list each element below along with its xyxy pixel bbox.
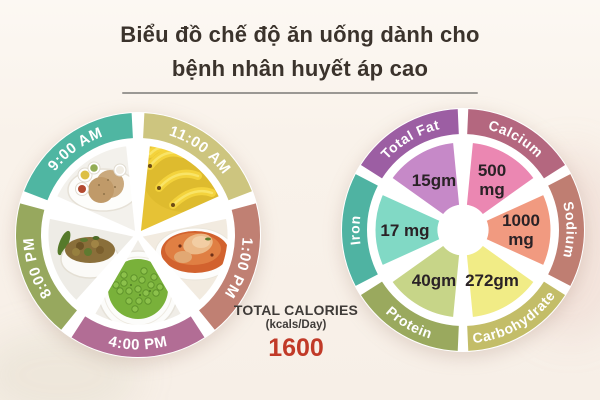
- nutrient-wheel-value-calcium: 500: [478, 161, 506, 180]
- nutrient-wheel-value-calcium: mg: [479, 180, 505, 199]
- nutrient-wheel-wedge-protein: [388, 241, 463, 321]
- page-title: Biểu đồ chế độ ăn uống dành cho bệnh nhâ…: [0, 18, 600, 86]
- meal-clock-segment-1-00-pm: 1:00 PM: [135, 203, 260, 330]
- meal-clock-arc-1-00-pm: [199, 203, 260, 330]
- total-calories-value: 1600: [268, 334, 324, 362]
- nutrient-wheel-arc-calcium: [467, 109, 566, 179]
- nutrient-wheel-value-iron: 17 mg: [380, 221, 429, 240]
- nutrient-wheel-wedge-carbohydrate: [463, 241, 538, 321]
- nutrient-wheel-arc-protein: [360, 281, 459, 351]
- title-underline: [122, 92, 478, 94]
- nutrient-wheel-wedge-calcium: [463, 139, 538, 219]
- nutrient-wheel-wedge-iron: [372, 191, 444, 269]
- total-calories-label: TOTAL CALORIES: [233, 302, 359, 318]
- nutrient-wheel-arc-sodium: [548, 174, 585, 286]
- meal-clock-segment-4-00-pm: 4:00 PM: [71, 232, 205, 358]
- meal-clock-arc-8-00-pm: [16, 203, 77, 330]
- nutrient-wheel-arc-iron: [341, 174, 378, 286]
- total-calories-unit: (kcals/Day): [265, 319, 327, 331]
- total-calories-block: TOTAL CALORIES (kcals/Day) 1600: [226, 302, 366, 363]
- nutrient-wheel-value-protein: 40gm: [412, 271, 456, 290]
- nutrient-wheel: Calcium500mgSodium1000mgCarbohydrate272g…: [341, 108, 585, 352]
- meal-clock: 9:00 AM 11:00 AM1:00 PM4:00 PM8:00 PM: [15, 112, 261, 358]
- nutrient-wheel-arc-total-fat: [360, 109, 459, 179]
- meal-clock-arc-9-00-am: [24, 113, 133, 201]
- food-photo-chicken-curry: [154, 227, 231, 281]
- nutrient-wheel-wedge-sodium: [482, 191, 554, 269]
- nutrient-wheel-arc-carbohydrate: [467, 281, 566, 351]
- meal-clock-tp-3-label: 4:00 PM: [107, 333, 169, 354]
- meal-clock-segment-8-00-pm: 8:00 PM: [16, 203, 141, 330]
- nutrient-wheel-value-sodium: mg: [508, 230, 534, 249]
- nutrient-wheel-value-carbohydrate: 272gm: [465, 271, 519, 290]
- nutrient-wheel-tp-1-label: Sodium: [560, 200, 580, 260]
- meal-clock-segment-11-00-am: 11:00 AM: [135, 113, 252, 238]
- meal-clock-arc-11-00-am: [143, 113, 252, 201]
- title-line2: bệnh nhân huyết áp cao: [171, 56, 429, 81]
- nutrient-wheel-wedge-total-fat: [388, 139, 463, 219]
- nutrient-wheel-value-sodium: 1000: [502, 211, 540, 230]
- meal-clock-arc-4-00-pm: [71, 316, 205, 358]
- nutrient-wheel-tp-4-label: Iron: [346, 214, 363, 246]
- nutrient-wheel-segment-iron: Iron 17 mg: [341, 174, 444, 286]
- food-photo-breakfast-flatbread-plate: [67, 161, 139, 212]
- nutrient-wheel-value-total-fat: 15gm: [412, 171, 456, 190]
- title-line1: Biểu đồ chế độ ăn uống dành cho: [120, 22, 480, 47]
